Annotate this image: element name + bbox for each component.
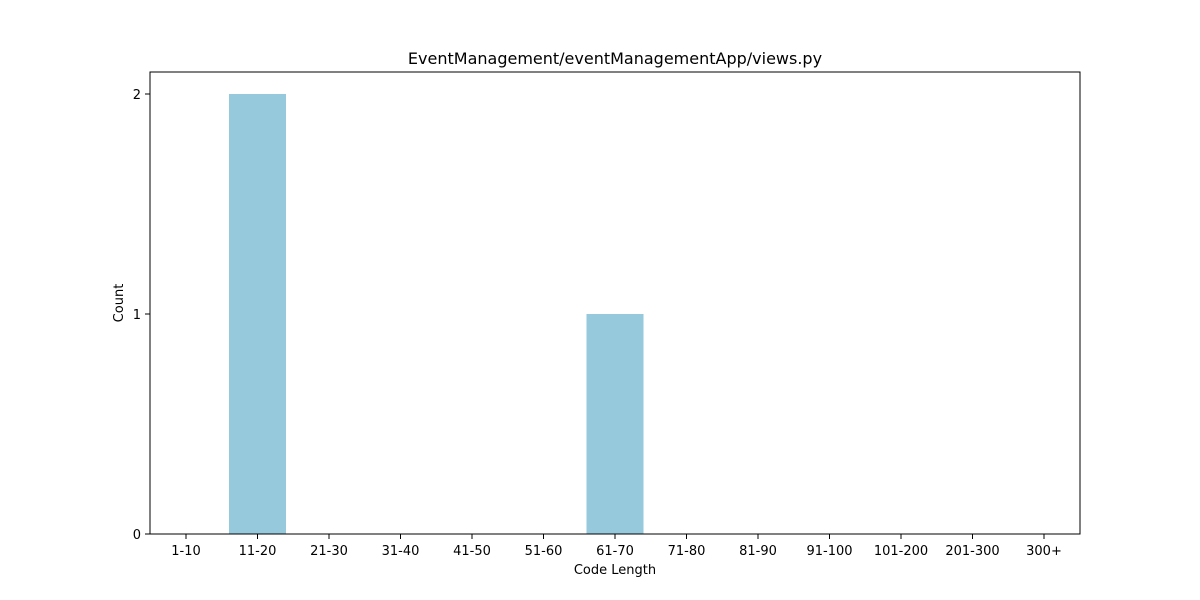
x-tick-label: 81-90: [739, 544, 777, 559]
x-tick-label: 41-50: [453, 544, 491, 559]
x-tick-label: 71-80: [668, 544, 706, 559]
bar-11-20: [229, 94, 286, 534]
chart-title: EventManagement/eventManagementApp/views…: [408, 49, 822, 68]
x-tick-label: 201-300: [945, 544, 999, 559]
x-tick-label: 91-100: [806, 544, 852, 559]
y-tick-label: 1: [133, 308, 141, 323]
x-tick-label: 51-60: [525, 544, 563, 559]
x-tick-label: 61-70: [596, 544, 634, 559]
x-tick-label: 1-10: [171, 544, 201, 559]
bar-61-70: [586, 314, 644, 534]
x-tick-label: 21-30: [310, 544, 348, 559]
y-tick-label: 0: [133, 528, 141, 543]
x-axis: 1-10 11-20 21-30 31-40 41-50 51-60 61-70 71-80 8…: [171, 534, 1062, 559]
x-tick-label: 101-200: [874, 544, 928, 559]
y-axis: 0 1 2: [133, 88, 150, 543]
x-tick-label: 11-20: [239, 544, 277, 559]
x-tick-label: 31-40: [382, 544, 420, 559]
y-axis-label: Count: [112, 284, 127, 323]
x-axis-label: Code Length: [574, 563, 656, 578]
x-tick-label: 300+: [1026, 544, 1062, 559]
y-tick-label: 2: [133, 88, 141, 103]
bars-group: [229, 94, 644, 534]
